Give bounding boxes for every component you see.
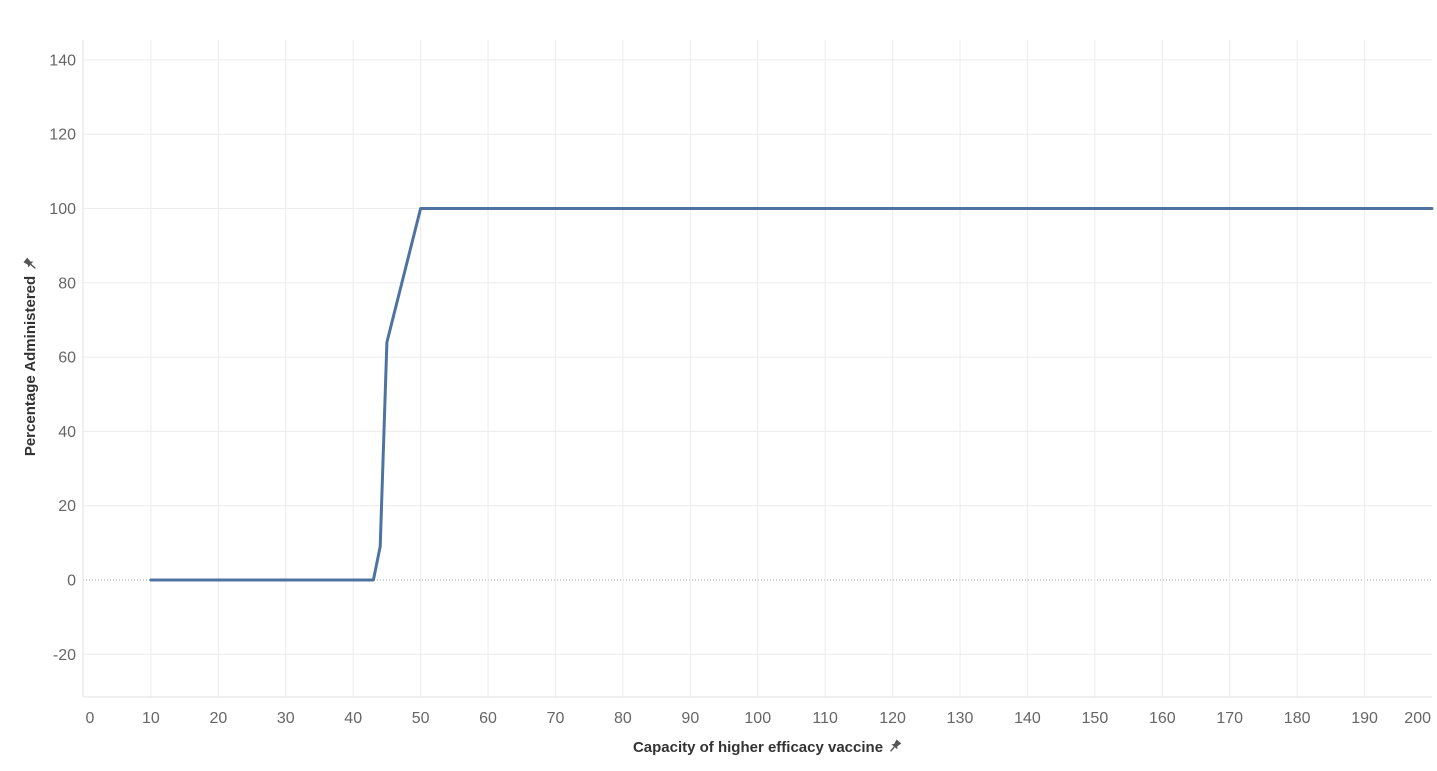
y-tick-label: 100 bbox=[49, 201, 76, 218]
series-layer bbox=[149, 207, 1434, 582]
y-tick-label: 0 bbox=[67, 573, 76, 590]
x-tick-label: 100 bbox=[744, 710, 771, 727]
x-tick-label: 140 bbox=[1014, 710, 1041, 727]
y-tick-label: 140 bbox=[49, 52, 76, 69]
x-tick-label: 40 bbox=[344, 710, 362, 727]
pin-needle bbox=[890, 746, 895, 752]
x-tick-label: 200 bbox=[1404, 710, 1431, 727]
x-tick-label: 120 bbox=[879, 710, 906, 727]
x-tick-label: 80 bbox=[614, 710, 632, 727]
y-tick-label: 80 bbox=[58, 275, 76, 292]
x-tick-label: 170 bbox=[1216, 710, 1243, 727]
pin-needle bbox=[30, 263, 36, 269]
x-tick-label: 160 bbox=[1149, 710, 1176, 727]
series-line[interactable] bbox=[149, 207, 1434, 582]
y-tick-label: 120 bbox=[49, 127, 76, 144]
x-tick-label: 150 bbox=[1082, 710, 1109, 727]
y-tick-label: 40 bbox=[58, 424, 76, 441]
x-axis-title-group: Capacity of higher efficacy vaccine bbox=[633, 739, 902, 756]
y-axis-ticks: -20 0 20 40 60 80 100 120 140 bbox=[49, 52, 76, 663]
pin-icon[interactable] bbox=[887, 739, 902, 754]
x-tick-label: 110 bbox=[812, 710, 838, 727]
x-tick-label: 90 bbox=[681, 710, 699, 727]
gridlines bbox=[82, 40, 1432, 698]
pin-icon[interactable] bbox=[23, 257, 38, 271]
x-tick-label: 30 bbox=[277, 710, 295, 727]
x-tick-label: 20 bbox=[209, 710, 227, 727]
x-tick-label: 60 bbox=[479, 710, 497, 727]
x-tick-label: 0 bbox=[86, 710, 95, 727]
y-axis-title-group: Percentage Administered bbox=[22, 257, 39, 456]
x-axis-title: Capacity of higher efficacy vaccine bbox=[633, 739, 883, 756]
x-tick-label: 50 bbox=[412, 710, 430, 727]
x-tick-label: 190 bbox=[1351, 710, 1378, 727]
pin-head bbox=[23, 257, 34, 268]
x-tick-label: 10 bbox=[142, 710, 160, 727]
x-axis-ticks: 0 10 20 30 40 50 60 70 80 90 100 110 120 130 140 150 160… bbox=[86, 710, 1432, 727]
pin-head bbox=[891, 739, 902, 750]
x-tick-label: 70 bbox=[547, 710, 565, 727]
y-tick-label: 20 bbox=[58, 498, 76, 515]
x-tick-label: 130 bbox=[947, 710, 974, 727]
y-tick-label: -20 bbox=[53, 647, 76, 664]
y-axis-title: Percentage Administered bbox=[22, 276, 39, 456]
y-tick-label: 60 bbox=[58, 350, 76, 367]
x-tick-label: 180 bbox=[1284, 710, 1311, 727]
